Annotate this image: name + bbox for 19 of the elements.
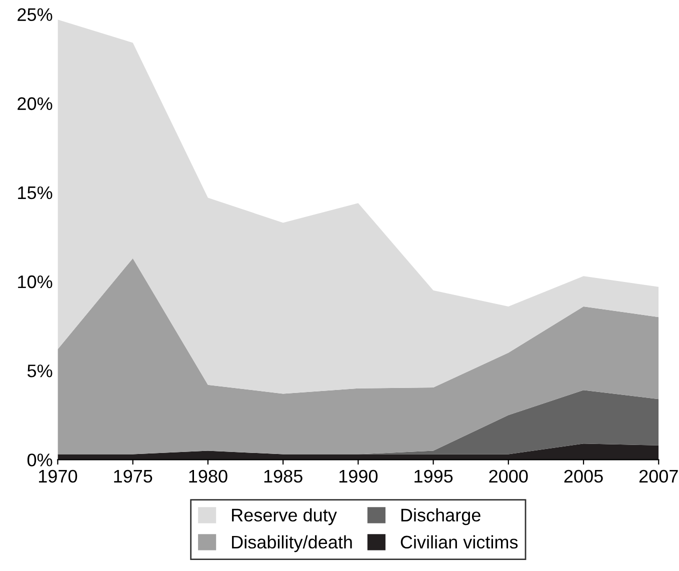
y-tick-label: 5% (27, 364, 52, 378)
legend-label: Disability/death (232, 535, 352, 552)
y-tick-label: 0% (27, 454, 52, 466)
legend-label: Discharge (401, 508, 480, 526)
x-tick-label: 1995 (414, 470, 453, 483)
y-tick-label: 10% (18, 275, 52, 288)
legend-label: Civilian victims (400, 535, 518, 549)
x-tick-label: 1970 (39, 470, 78, 483)
legend-label: Reserve duty (232, 508, 337, 526)
y-tick-label: 15% (18, 186, 52, 200)
x-tick-label: 1975 (114, 470, 152, 483)
x-tick-label: 2005 (564, 470, 603, 483)
x-tick-label: 1980 (189, 470, 228, 483)
y-tick-label: 25% (18, 8, 52, 21)
x-tick-label: 2007 (639, 470, 678, 483)
y-tick-label: 20% (18, 97, 52, 110)
x-tick-label: 1985 (264, 470, 302, 483)
x-tick-label: 1990 (339, 470, 378, 483)
x-tick-label: 2000 (489, 470, 528, 483)
